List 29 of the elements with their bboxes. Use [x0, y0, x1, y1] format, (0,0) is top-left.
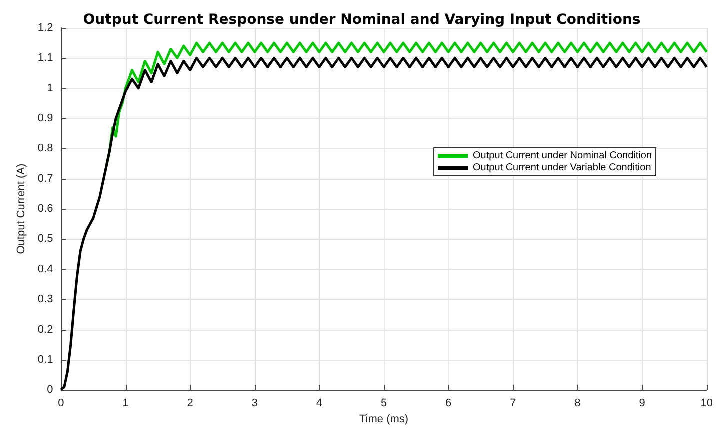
x-axis-title: Time (ms): [359, 414, 409, 426]
x-tick-label: 7: [510, 398, 516, 410]
y-tick-label: 0.2: [38, 324, 54, 336]
y-tick-label: 0.1: [38, 354, 54, 366]
x-tick-label: 0: [58, 398, 64, 410]
legend-label: Output Current under Variable Condition: [473, 162, 652, 174]
legend-label: Output Current under Nominal Condition: [473, 150, 652, 162]
y-tick-label: 1.1: [38, 52, 54, 64]
y-tick-label: 0.4: [38, 263, 54, 276]
y-tick-label: 0.3: [38, 294, 54, 306]
x-tick-label: 8: [574, 398, 581, 410]
x-tick-label: 1: [122, 398, 129, 410]
x-tick-label: 5: [380, 398, 388, 410]
chart-title: Output Current Response under Nominal and Varying Input Conditions: [83, 12, 641, 28]
y-tick-label: 0: [47, 384, 54, 396]
x-tick-label: 4: [316, 398, 323, 410]
y-tick-label: 0.9: [38, 112, 54, 125]
y-tick-label: 0.5: [38, 233, 54, 246]
y-tick-label: 1.2: [38, 22, 54, 34]
y-tick-label: 0.6: [38, 203, 54, 216]
y-axis-title: Output Current (A): [16, 164, 28, 254]
y-tick-label: 0.8: [38, 142, 54, 155]
x-tick-label: 9: [639, 398, 646, 410]
x-tick-label: 6: [446, 398, 452, 410]
y-tick-label: 1: [47, 82, 54, 94]
x-tick-label: 10: [700, 398, 714, 410]
x-tick-label: 3: [252, 398, 258, 410]
x-tick-label: 2: [187, 398, 194, 410]
y-tick-label: 0.7: [38, 172, 54, 185]
